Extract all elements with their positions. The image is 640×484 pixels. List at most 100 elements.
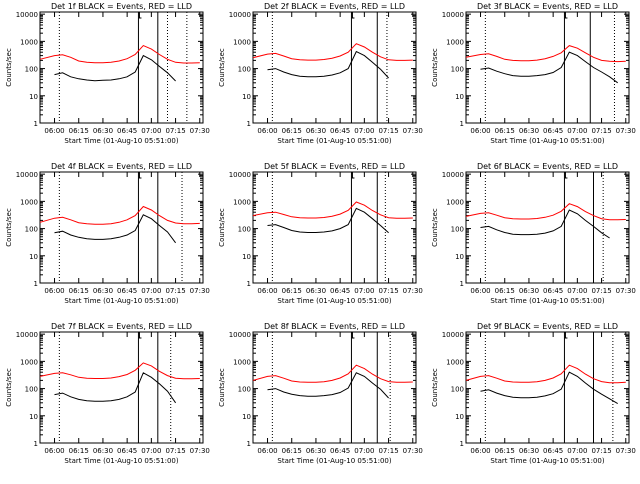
series-line-lld [252, 364, 413, 383]
x-tick-label: 06:30 [519, 447, 539, 455]
y-tick-label: 1000 [20, 358, 38, 366]
y-tick-label: 10 [455, 253, 464, 261]
x-tick-label: 07:00 [354, 287, 374, 295]
series-line-events [54, 372, 177, 404]
y-tick-label: 10000 [442, 171, 464, 179]
x-tick-label: 07:30 [190, 287, 210, 295]
y-tick-label: 1 [34, 440, 38, 448]
y-tick-label: 1000 [446, 358, 464, 366]
x-tick-label: 06:30 [306, 127, 326, 135]
x-tick-label: 06:45 [117, 287, 137, 295]
y-tick-label: 10000 [442, 11, 464, 19]
detector-panel-3: Det 3f BLACK = Events, RED = LLD 1 10 100 10… [431, 2, 636, 145]
x-axis-label: Start Time (01-Aug-10 05:51:00) [277, 457, 391, 465]
x-tick-label: 07:00 [141, 287, 161, 295]
y-tick-label: 10 [242, 413, 251, 421]
x-tick-label: 06:30 [93, 287, 113, 295]
detector-panel-9: Det 9f BLACK = Events, RED = LLD 1 10 100 10… [431, 322, 636, 465]
y-axis-label: Counts/sec [431, 48, 439, 87]
plot-frame [465, 331, 630, 444]
panel-title: Det 3f BLACK = Events, RED = LLD [477, 2, 618, 11]
detector-panel-4: Det 4f BLACK = Events, RED = LLD 1 10 100 10… [5, 162, 210, 305]
series-line-events [54, 214, 177, 244]
attenuator-marker [564, 12, 568, 19]
plot-frame [39, 331, 204, 444]
x-tick-label: 07:15 [165, 447, 185, 455]
x-tick-label: 06:30 [93, 447, 113, 455]
x-tick-label: 07:00 [141, 447, 161, 455]
x-tick-label: 06:45 [117, 447, 137, 455]
series-line-lld [465, 364, 626, 384]
attenuator-marker [564, 332, 568, 339]
panel-title: Det 4f BLACK = Events, RED = LLD [51, 162, 192, 171]
y-tick-label: 10000 [229, 171, 251, 179]
x-tick-label: 06:00 [470, 287, 490, 295]
series-line-lld [39, 44, 200, 64]
x-tick-label: 07:15 [378, 127, 398, 135]
attenuator-marker [138, 12, 142, 19]
y-axis-label: Counts/sec [218, 368, 226, 407]
y-tick-label: 100 [451, 386, 464, 394]
y-tick-label: 100 [25, 386, 38, 394]
y-tick-label: 1 [247, 120, 251, 128]
x-tick-label: 07:00 [567, 287, 587, 295]
x-axis-label: Start Time (01-Aug-10 05:51:00) [490, 297, 604, 305]
y-tick-label: 10000 [16, 11, 38, 19]
series-line-events [54, 54, 176, 82]
x-tick-label: 06:00 [44, 287, 64, 295]
x-tick-label: 07:15 [591, 447, 611, 455]
x-tick-label: 07:00 [354, 447, 374, 455]
x-tick-label: 06:45 [117, 127, 137, 135]
y-tick-label: 100 [238, 226, 251, 234]
attenuator-marker [138, 172, 142, 179]
y-tick-label: 10 [455, 93, 464, 101]
y-tick-label: 10000 [16, 171, 38, 179]
detector-panel-5: Det 5f BLACK = Events, RED = LLD 1 10 100 10… [218, 162, 423, 305]
y-tick-label: 10000 [229, 11, 251, 19]
plot-frame [252, 331, 417, 444]
x-tick-label: 06:15 [495, 127, 515, 135]
y-tick-label: 100 [238, 66, 251, 74]
y-tick-label: 1000 [20, 198, 38, 206]
y-tick-label: 100 [25, 66, 38, 74]
y-tick-label: 10 [242, 93, 251, 101]
y-tick-label: 1000 [20, 38, 38, 46]
x-axis-label: Start Time (01-Aug-10 05:51:00) [64, 137, 178, 145]
panel-title: Det 2f BLACK = Events, RED = LLD [264, 2, 405, 11]
series-line-events [267, 372, 389, 399]
x-axis-label: Start Time (01-Aug-10 05:51:00) [490, 457, 604, 465]
y-tick-label: 1000 [233, 198, 251, 206]
x-tick-label: 06:30 [519, 127, 539, 135]
series-line-events [267, 207, 389, 234]
x-tick-label: 07:30 [616, 287, 636, 295]
y-tick-label: 1 [247, 280, 251, 288]
x-tick-label: 06:15 [282, 287, 302, 295]
x-tick-label: 06:15 [495, 447, 515, 455]
y-tick-label: 1 [460, 440, 464, 448]
y-axis-label: Counts/sec [5, 368, 13, 407]
x-tick-label: 06:45 [330, 287, 350, 295]
x-tick-label: 07:30 [190, 447, 210, 455]
y-tick-label: 1 [247, 440, 251, 448]
x-axis-label: Start Time (01-Aug-10 05:51:00) [64, 297, 178, 305]
x-tick-label: 07:30 [403, 287, 423, 295]
y-tick-label: 1000 [446, 198, 464, 206]
attenuator-marker [351, 12, 355, 19]
panel-title: Det 6f BLACK = Events, RED = LLD [477, 162, 618, 171]
attenuator-marker [138, 332, 142, 339]
x-tick-label: 06:15 [69, 447, 89, 455]
x-tick-label: 07:00 [354, 127, 374, 135]
plot-frame [465, 11, 630, 124]
x-tick-label: 06:30 [519, 287, 539, 295]
x-tick-label: 06:15 [282, 127, 302, 135]
attenuator-marker [351, 172, 355, 179]
x-tick-label: 06:30 [93, 127, 113, 135]
y-tick-label: 1000 [446, 38, 464, 46]
x-tick-label: 07:30 [403, 127, 423, 135]
attenuator-marker [351, 332, 355, 339]
y-tick-label: 100 [451, 226, 464, 234]
panel-title: Det 8f BLACK = Events, RED = LLD [264, 322, 405, 331]
series-line-events [480, 371, 618, 405]
y-tick-label: 10 [29, 93, 38, 101]
